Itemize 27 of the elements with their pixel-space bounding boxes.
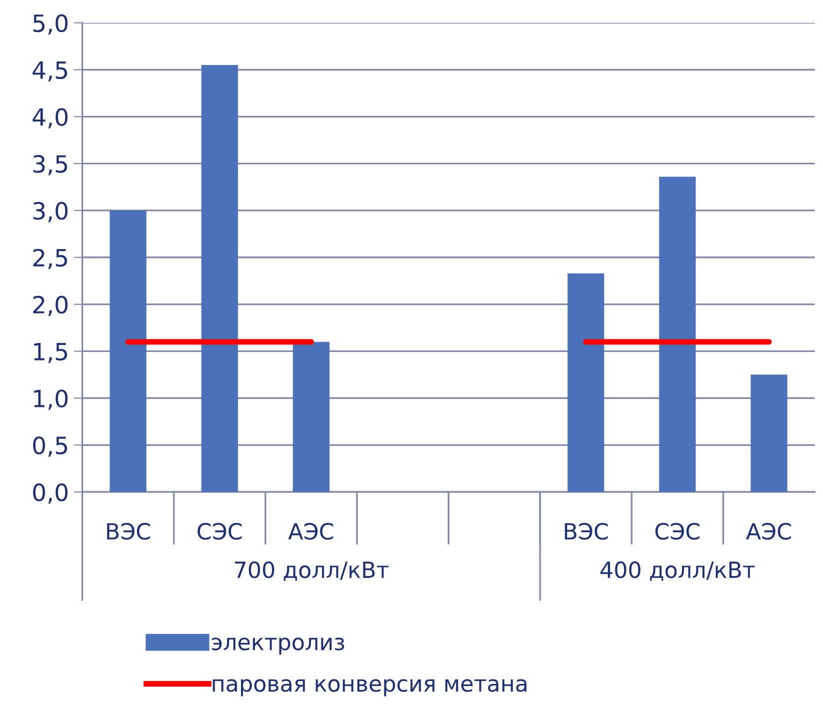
y-tick-label: 1,0 <box>34 390 68 410</box>
text: 400 долл/кВт <box>600 561 755 581</box>
legend-label: паровая конверсия метана <box>212 679 526 696</box>
y-tick-label: 0,0 <box>33 483 68 504</box>
y-tick-label: 2,0 <box>33 296 68 316</box>
bar <box>110 210 146 492</box>
y-tick-label: 4,0 <box>32 108 68 128</box>
x-tick-label: АЭС <box>746 522 791 540</box>
x-tick-label: АЭС <box>288 522 334 540</box>
bar <box>201 65 238 492</box>
bar <box>659 176 696 492</box>
x-tick-label: ВЭС <box>564 522 608 540</box>
x-tick-label: СЭС <box>198 522 242 540</box>
x-tick-label: ВЭС <box>107 522 150 540</box>
bar <box>292 342 330 492</box>
x-tick-label: СЭС <box>655 522 700 540</box>
y-tick-label: 2,5 <box>33 248 68 270</box>
y-tick-label: 1,5 <box>34 342 68 363</box>
y-tick-label: 0,5 <box>33 436 68 457</box>
bar <box>750 374 788 492</box>
legend-label: электролиз <box>212 638 344 655</box>
y-tick-label: 3,0 <box>33 202 68 222</box>
text: 700 долл/кВт <box>235 561 389 581</box>
y-tick-label: 5,0 <box>33 14 68 35</box>
y-tick-label: 3,5 <box>33 155 68 176</box>
y-tick-label: 4,5 <box>32 61 68 82</box>
bar <box>568 273 604 492</box>
